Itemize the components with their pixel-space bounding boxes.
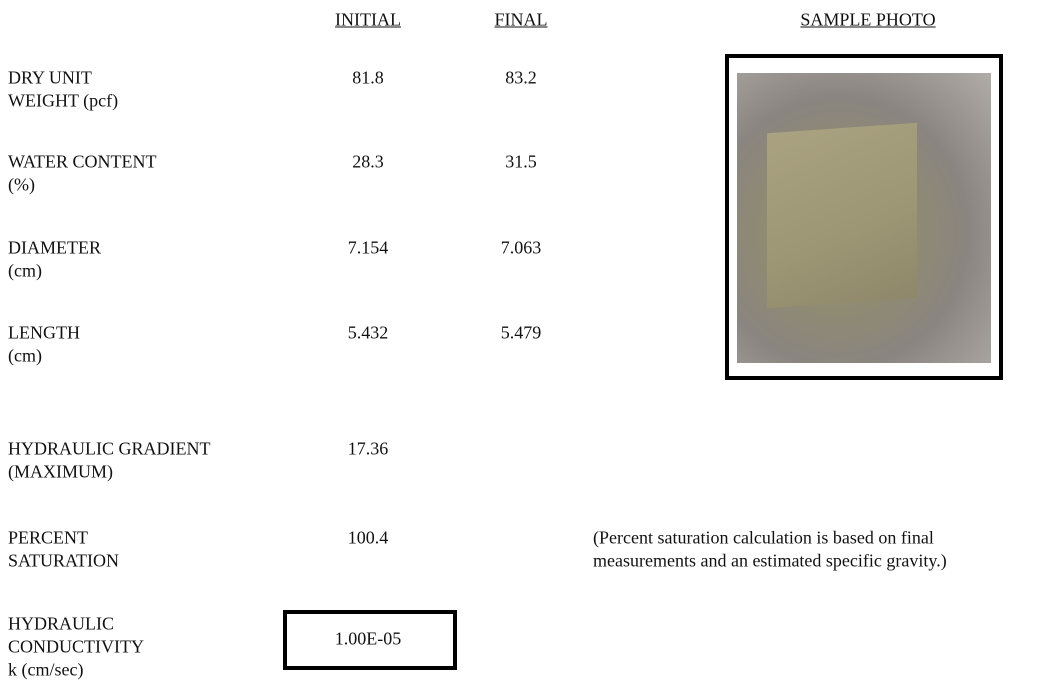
row-label: CONDUCTIVITY — [8, 636, 144, 657]
result-box — [283, 610, 457, 670]
initial-value: 5.432 — [347, 322, 389, 343]
initial-value: 17.36 — [347, 438, 389, 459]
final-value: 7.063 — [500, 237, 542, 258]
initial-value: 1.00E-05 — [334, 628, 402, 649]
row-label: PERCENT — [8, 527, 89, 548]
initial-value: 28.3 — [352, 151, 384, 172]
row-label: HYDRAULIC GRADIENT — [8, 438, 211, 459]
row-label: (MAXIMUM) — [8, 461, 113, 482]
initial-value: 100.4 — [347, 527, 389, 548]
header-photo: SAMPLE PHOTO — [800, 9, 936, 30]
final-value: 31.5 — [505, 151, 537, 172]
note: (Percent saturation calculation is based… — [593, 527, 934, 548]
row-label: SATURATION — [8, 550, 120, 571]
row-label: (cm) — [8, 260, 42, 281]
header-initial: INITIAL — [335, 9, 401, 30]
sample-photo — [737, 73, 991, 363]
initial-value: 7.154 — [347, 237, 389, 258]
header-final: FINAL — [494, 9, 548, 30]
row-label: (cm) — [8, 345, 42, 366]
initial-value: 81.8 — [352, 67, 384, 88]
row-label: HYDRAULIC — [8, 613, 114, 634]
final-value: 83.2 — [505, 67, 537, 88]
row-label: (%) — [8, 174, 35, 195]
final-value: 5.479 — [500, 322, 542, 343]
note: measurements and an estimated specific g… — [593, 550, 947, 571]
row-label: DIAMETER — [8, 237, 101, 258]
row-label: WATER CONTENT — [8, 151, 157, 172]
row-label: DRY UNIT — [8, 67, 92, 88]
row-label: k (cm/sec) — [8, 659, 84, 680]
photo-frame — [725, 54, 1003, 380]
row-label: LENGTH — [8, 322, 80, 343]
sample — [767, 122, 917, 309]
row-label: WEIGHT (pcf) — [8, 90, 119, 111]
